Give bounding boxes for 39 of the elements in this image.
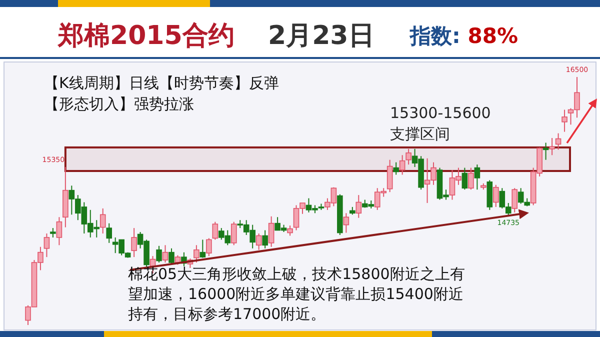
candlestick [194, 244, 200, 264]
candlestick [468, 167, 474, 190]
candlestick [268, 216, 274, 248]
candlestick [549, 138, 555, 156]
candlestick [493, 184, 499, 208]
candlestick [386, 159, 393, 193]
annotation: 【形态切入】强势拉涨 [44, 95, 194, 113]
candlestick [100, 208, 106, 234]
candlestick [106, 222, 112, 244]
candlestick [262, 230, 268, 249]
candlestick [200, 239, 206, 258]
candlestick [356, 194, 362, 218]
candlestick [555, 132, 562, 150]
band-label: 15300-15600 支撑区间 [390, 104, 491, 143]
candlestick [343, 212, 350, 234]
candlestick [212, 221, 218, 240]
text: 指数: 88% [409, 24, 518, 48]
candlestick [50, 228, 56, 238]
candlestick [162, 244, 168, 264]
annotation: 【K线周期】日线【时势节奏】反弹 [44, 74, 279, 92]
candlestick [206, 238, 212, 257]
candlestick [156, 245, 162, 264]
candlestick [462, 167, 468, 190]
candlestick [131, 228, 137, 258]
candlestick [56, 216, 62, 246]
annotation: 棉花05大三角形收敛上破，技术15800附近之上有望加速，16000附近多单建议背靠止损15400附近持有，目标参考17000附近。 [128, 265, 465, 323]
candlestick [393, 162, 399, 176]
candlestick [512, 188, 518, 213]
candlestick [406, 148, 412, 166]
candlestick [168, 248, 174, 264]
chart-title: 郑棉2015合约 [57, 21, 234, 51]
candlestick [44, 232, 50, 258]
candlestick [256, 232, 262, 250]
candlestick [399, 154, 406, 176]
chart-subtitle: 2月23日 [268, 21, 374, 51]
candlestick [562, 109, 568, 132]
candlestick [474, 164, 480, 190]
candlestick [287, 225, 293, 236]
candlestick [230, 221, 237, 246]
